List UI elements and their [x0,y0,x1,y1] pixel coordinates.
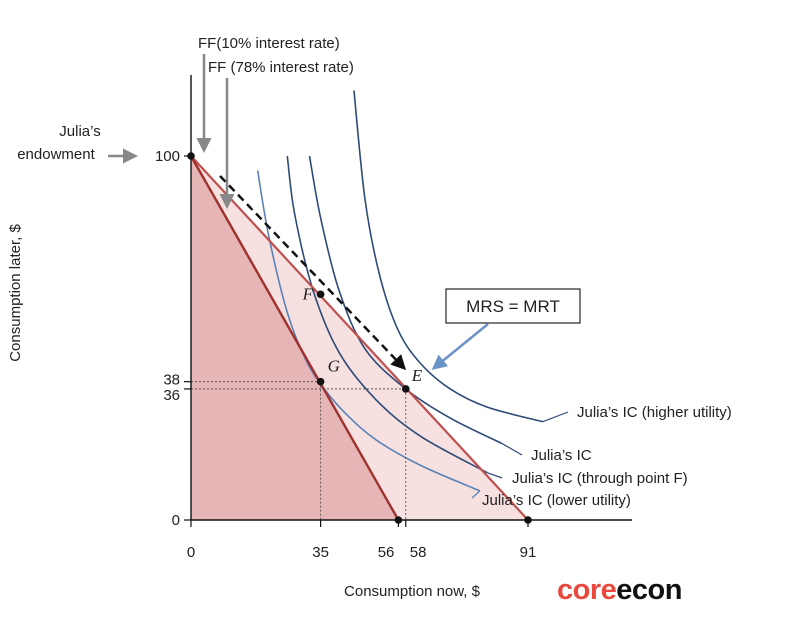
indifference-curve-3 [286,155,488,474]
x-tick-label-56: 56 [378,544,395,561]
point-marker-5 [524,516,532,524]
x-tick-label-58: 58 [410,544,427,561]
ic-leader-2 [501,443,523,456]
ic-label-3: Julia’s IC (through point F) [512,470,688,487]
y-axis-title: Consumption later, $ [7,224,24,362]
indifference-curve-2 [308,155,503,445]
ic-label-4: Julia’s IC (lower utility) [482,492,631,509]
y-tick-label-100: 100 [155,148,180,165]
movement-arrow [219,175,407,371]
mrs-mrt-box [445,288,581,324]
point-label-g: G [328,357,340,376]
feasible-frontier-10pct [190,155,529,521]
x-tick-label-91: 91 [520,544,537,561]
ic-label-1: Julia’s IC (higher utility) [577,404,732,421]
ff78-label: FF (78% interest rate) [208,59,354,76]
point-e [401,385,410,393]
ic-label-2: Julia’s IC [531,447,592,464]
ic-leader-1 [542,411,569,423]
y-tick-label-0: 0 [172,512,180,529]
endowment-label-line1: Julia’s [59,123,100,140]
point-marker-0 [187,152,195,160]
point-g [316,377,325,386]
point-label-f: F [302,284,314,303]
point-label-e: E [411,366,423,385]
x-axis-title: Consumption now, $ [344,583,481,600]
mrs-mrt-arrow [431,323,489,370]
mrs-mrt-label: MRS = MRT [466,297,560,316]
y-tick-label-36: 36 [163,387,180,404]
logo-core: core [557,574,617,606]
feasible-frontier-78pct [189,155,400,521]
x-tick-label-0: 0 [187,544,195,561]
indifference-curve-1 [353,90,544,423]
y-tick-label-38: 38 [163,372,180,389]
logo-econ: econ [616,574,682,606]
point-marker-4 [394,516,403,524]
point-f [316,290,325,299]
ic-leader-4 [471,490,481,499]
endowment-label-line2: endowment [17,146,95,163]
ic-leader-3 [487,472,503,479]
coreecon-logo: coreecon [557,574,682,607]
x-tick-label-35: 35 [312,544,329,561]
ff10-label: FF(10% interest rate) [198,35,340,52]
